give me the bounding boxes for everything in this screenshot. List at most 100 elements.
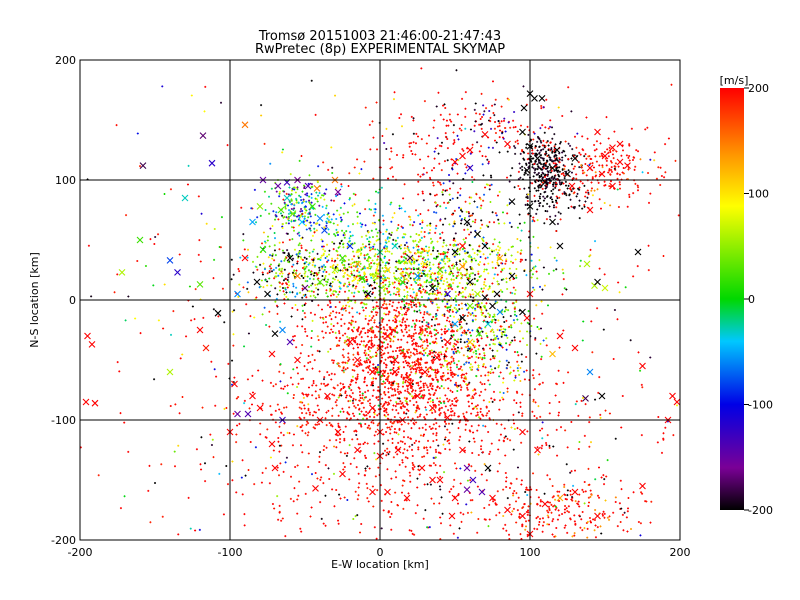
data-point bbox=[450, 326, 453, 329]
data-point bbox=[415, 319, 418, 322]
data-point bbox=[372, 291, 375, 294]
data-point bbox=[387, 401, 390, 404]
data-point bbox=[481, 356, 484, 359]
data-point bbox=[335, 311, 338, 314]
data-point bbox=[434, 417, 437, 420]
data-point bbox=[418, 371, 421, 374]
data-point bbox=[346, 277, 349, 280]
data-point bbox=[526, 321, 529, 324]
data-point bbox=[315, 397, 318, 400]
data-point bbox=[417, 366, 420, 369]
data-point bbox=[375, 314, 378, 317]
data-point bbox=[400, 375, 403, 378]
data-point bbox=[353, 405, 356, 408]
data-point bbox=[424, 366, 427, 369]
data-point bbox=[406, 309, 409, 312]
data-point bbox=[413, 361, 416, 364]
data-point bbox=[370, 344, 373, 347]
data-point bbox=[453, 362, 456, 365]
data-point bbox=[289, 376, 292, 379]
data-point bbox=[367, 329, 370, 332]
data-point bbox=[398, 392, 401, 395]
data-point bbox=[376, 414, 379, 417]
data-point bbox=[418, 326, 421, 329]
data-point bbox=[396, 388, 399, 391]
data-point bbox=[358, 387, 361, 390]
data-point bbox=[443, 374, 446, 377]
data-point bbox=[338, 312, 341, 315]
data-point bbox=[359, 359, 362, 362]
data-point bbox=[404, 399, 407, 402]
data-point bbox=[402, 404, 405, 407]
data-point bbox=[346, 362, 349, 365]
data-point bbox=[344, 268, 347, 271]
data-point bbox=[306, 368, 309, 371]
data-point bbox=[459, 367, 462, 370]
data-point bbox=[449, 389, 452, 392]
data-point bbox=[392, 301, 395, 304]
data-point bbox=[345, 417, 348, 420]
data-point bbox=[392, 319, 395, 322]
data-point bbox=[334, 305, 337, 308]
data-point bbox=[394, 470, 397, 473]
data-point bbox=[466, 388, 469, 391]
data-point bbox=[400, 346, 403, 349]
data-point bbox=[286, 392, 289, 395]
data-point bbox=[408, 445, 411, 448]
data-point bbox=[383, 370, 386, 373]
data-point bbox=[452, 330, 455, 333]
data-point bbox=[347, 359, 350, 362]
data-point bbox=[413, 326, 416, 329]
data-point bbox=[401, 321, 404, 324]
data-point bbox=[389, 344, 392, 347]
data-point bbox=[426, 344, 429, 347]
data-point bbox=[405, 285, 408, 288]
data-point bbox=[440, 328, 443, 331]
data-point bbox=[335, 336, 338, 339]
data-point bbox=[358, 343, 361, 346]
data-point bbox=[427, 398, 430, 401]
data-point bbox=[364, 332, 367, 335]
data-point bbox=[425, 324, 428, 327]
data-point bbox=[380, 306, 383, 309]
data-point bbox=[440, 385, 443, 388]
data-point bbox=[419, 434, 422, 437]
data-point bbox=[408, 374, 411, 377]
data-point bbox=[320, 382, 323, 385]
data-point bbox=[516, 351, 519, 354]
data-point bbox=[415, 303, 418, 306]
data-point bbox=[349, 399, 352, 402]
data-point bbox=[348, 406, 351, 409]
data-point bbox=[429, 374, 432, 377]
data-point bbox=[423, 313, 426, 316]
data-point bbox=[342, 361, 345, 364]
data-point bbox=[432, 401, 435, 404]
data-point bbox=[332, 310, 335, 313]
data-point bbox=[339, 410, 342, 413]
data-point bbox=[450, 414, 453, 417]
data-point bbox=[356, 365, 359, 368]
data-point bbox=[466, 355, 469, 358]
data-point bbox=[406, 364, 409, 367]
data-point bbox=[373, 336, 376, 339]
data-point bbox=[470, 397, 473, 400]
data-point bbox=[449, 304, 452, 307]
data-point bbox=[482, 414, 485, 417]
data-point bbox=[386, 343, 389, 346]
data-point bbox=[336, 362, 339, 365]
data-point bbox=[425, 347, 428, 350]
data-point bbox=[303, 312, 306, 315]
data-point bbox=[368, 427, 371, 430]
data-point bbox=[283, 302, 286, 305]
data-point bbox=[455, 340, 458, 343]
data-point bbox=[426, 361, 429, 364]
data-point bbox=[383, 390, 386, 393]
data-point bbox=[301, 309, 304, 312]
data-point bbox=[406, 335, 409, 338]
data-point bbox=[405, 313, 408, 316]
data-point bbox=[356, 373, 359, 376]
data-point bbox=[449, 341, 452, 344]
data-point bbox=[322, 321, 325, 324]
data-point bbox=[352, 295, 355, 298]
data-point bbox=[394, 318, 397, 321]
